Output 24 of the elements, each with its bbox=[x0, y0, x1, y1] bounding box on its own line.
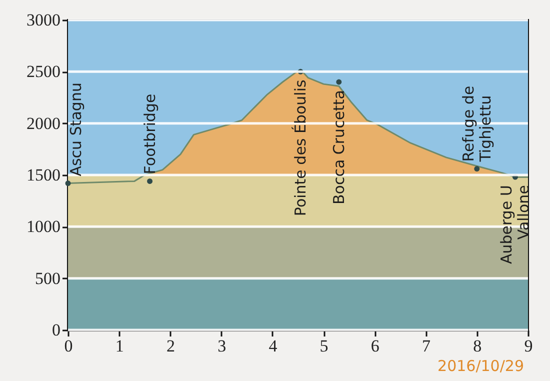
annotation: Pointe des Éboulis bbox=[292, 79, 310, 216]
annotation: Ascu Stagnu bbox=[67, 82, 85, 176]
x-tick-label: 8 bbox=[473, 336, 482, 356]
y-tick-label: 2500 bbox=[26, 62, 60, 82]
annotation: Auberge U Vallone bbox=[498, 185, 533, 264]
x-tick-label: 0 bbox=[64, 336, 73, 356]
y-tick-label: 0 bbox=[52, 320, 60, 340]
x-tick-label: 7 bbox=[422, 336, 432, 356]
x-tick-label: 4 bbox=[268, 336, 278, 356]
annotation: Footbridge bbox=[140, 94, 159, 174]
y-tick-label: 3000 bbox=[26, 10, 60, 30]
x-tick-label: 5 bbox=[320, 336, 328, 356]
x-tick-label: 1 bbox=[115, 336, 124, 356]
x-tick-label: 9 bbox=[524, 336, 533, 356]
annotation: Bocca Crucetta bbox=[330, 90, 348, 204]
x-tick-label: 6 bbox=[370, 336, 380, 356]
y-tick-label: 1500 bbox=[26, 166, 60, 184]
text: 2016/10/29 bbox=[438, 357, 524, 375]
x-tick-label: 2 bbox=[166, 336, 175, 356]
y-tick-label: 1000 bbox=[26, 217, 60, 236]
x-tick-label: 3 bbox=[218, 336, 226, 356]
annotation: Refuge de Tighjettu bbox=[459, 86, 494, 163]
y-tick-label: 500 bbox=[35, 268, 60, 288]
y-tick-label: 2000 bbox=[26, 114, 60, 133]
